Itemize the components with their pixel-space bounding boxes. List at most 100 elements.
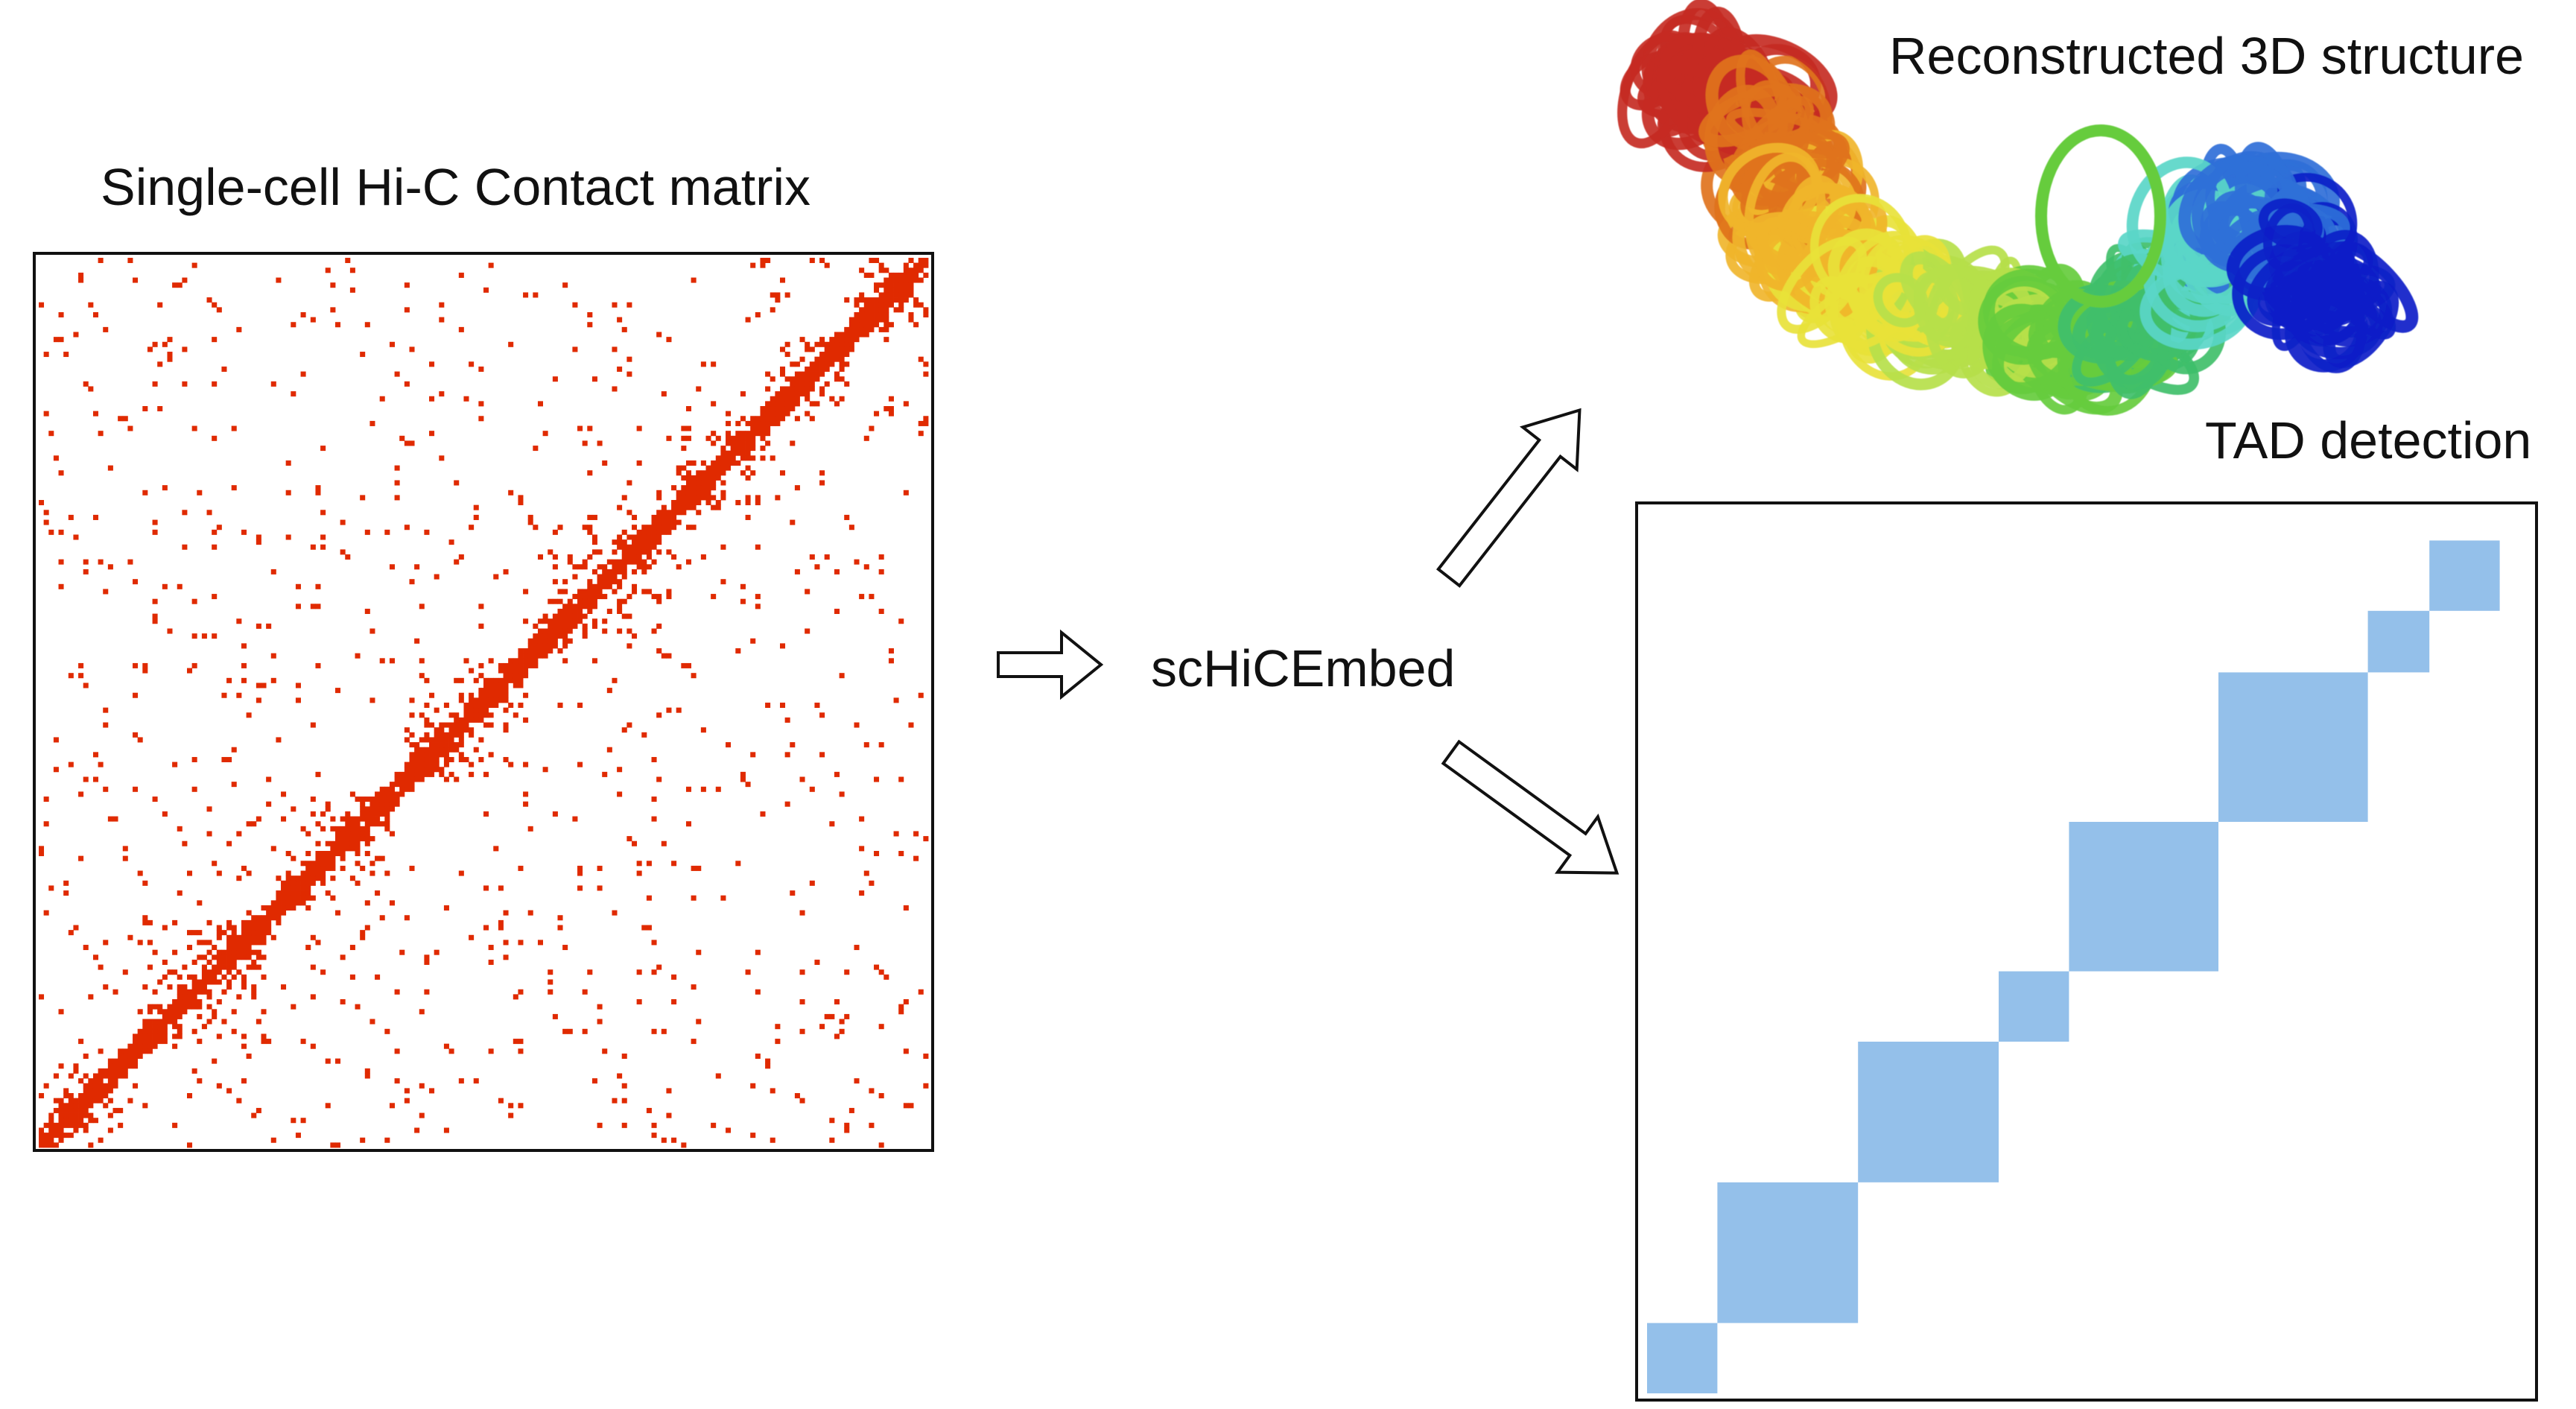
contact-cell xyxy=(177,1028,183,1034)
contact-cell xyxy=(854,332,860,338)
contact-cell xyxy=(755,604,761,609)
contact-cell xyxy=(364,608,370,614)
contact-cell xyxy=(58,1133,64,1139)
contact-cell xyxy=(656,964,662,970)
contact-cell xyxy=(814,371,820,377)
contact-cell xyxy=(439,722,445,728)
contact-cell xyxy=(162,1033,168,1039)
contact-cell xyxy=(503,677,509,683)
contact-cell xyxy=(236,954,242,960)
contact-cell xyxy=(122,1063,128,1069)
contact-cell xyxy=(246,954,252,960)
contact-cell xyxy=(355,851,361,857)
contact-cell xyxy=(606,569,612,574)
contact-cell xyxy=(409,346,415,352)
contact-cell xyxy=(750,1133,756,1139)
contact-cell xyxy=(582,589,588,595)
contact-cell xyxy=(256,934,261,940)
contact-cell xyxy=(641,925,647,931)
contact-cell xyxy=(389,801,395,807)
contact-cell xyxy=(805,391,810,397)
contact-cell xyxy=(562,638,568,644)
contact-cell xyxy=(201,984,207,990)
contact-cell xyxy=(671,1137,677,1143)
contact-cell xyxy=(651,1122,657,1128)
contact-cell xyxy=(888,406,894,412)
contact-cell xyxy=(844,969,850,975)
contact-cell xyxy=(903,267,909,273)
contact-cell xyxy=(597,865,603,871)
contact-cell xyxy=(434,762,440,767)
contact-cell xyxy=(859,322,865,328)
contact-cell xyxy=(656,514,662,520)
contact-cell xyxy=(133,1063,139,1069)
contact-cell xyxy=(893,831,899,837)
contact-cell xyxy=(597,1004,603,1010)
contact-cell xyxy=(216,1033,222,1039)
contact-cell xyxy=(246,1053,252,1059)
contact-cell xyxy=(231,1028,237,1034)
contact-cell xyxy=(360,352,366,358)
contact-cell xyxy=(863,311,869,317)
contact-cell xyxy=(863,272,869,278)
contact-cell xyxy=(780,401,786,407)
contact-cell xyxy=(488,697,494,703)
contact-cell xyxy=(790,391,796,397)
contact-cell xyxy=(859,311,865,317)
contact-cell xyxy=(898,776,904,782)
contact-cell xyxy=(612,677,618,683)
contact-cell xyxy=(310,604,316,609)
contact-cell xyxy=(839,341,845,347)
contact-cell xyxy=(103,940,109,946)
contact-cell xyxy=(375,811,381,817)
contact-cell xyxy=(863,435,869,441)
tad-title: TAD detection xyxy=(2205,411,2532,469)
contact-cell xyxy=(39,994,45,1000)
contact-cell xyxy=(533,638,539,644)
contact-cell xyxy=(68,673,74,679)
contact-cell xyxy=(177,890,183,896)
tad-block xyxy=(2367,610,2430,673)
contact-cell xyxy=(621,569,627,574)
contact-cell xyxy=(893,287,899,293)
contact-cell xyxy=(231,940,237,946)
contact-cell xyxy=(874,287,880,293)
contact-cell xyxy=(92,954,98,960)
contact-cell xyxy=(700,490,706,495)
contact-cell xyxy=(681,446,687,452)
contact-cell xyxy=(78,1103,84,1109)
contact-cell xyxy=(696,495,702,501)
contact-cell xyxy=(621,539,627,545)
hollow-right-arrow-icon xyxy=(997,629,1104,700)
contact-cell xyxy=(666,589,672,595)
contact-cell xyxy=(172,1013,178,1019)
contact-cell xyxy=(577,885,583,891)
contact-cell xyxy=(750,638,756,644)
contact-cell xyxy=(518,989,524,995)
contact-cell xyxy=(646,549,652,555)
contact-cell xyxy=(602,574,608,580)
contact-cell xyxy=(285,880,291,886)
contact-cell xyxy=(300,876,306,881)
contact-cell xyxy=(360,930,366,936)
contact-cell xyxy=(488,959,494,965)
contact-cell xyxy=(503,756,509,762)
contact-cell xyxy=(404,307,410,313)
contact-cell xyxy=(582,989,588,995)
contact-cell xyxy=(839,332,845,338)
contact-cell xyxy=(256,915,261,921)
contact-cell xyxy=(78,1078,84,1084)
contact-cell xyxy=(883,322,889,328)
contact-cell xyxy=(53,737,59,743)
contact-cell xyxy=(805,366,810,372)
contact-cell xyxy=(419,673,425,679)
contact-cell xyxy=(562,945,568,951)
contact-cell xyxy=(606,583,612,589)
contact-cell xyxy=(414,747,420,753)
contact-cell xyxy=(231,930,237,936)
contact-cell xyxy=(784,352,790,358)
contact-cell xyxy=(389,791,395,797)
contact-cell xyxy=(177,984,183,990)
contact-cell xyxy=(281,885,287,891)
contact-cell xyxy=(256,919,261,925)
